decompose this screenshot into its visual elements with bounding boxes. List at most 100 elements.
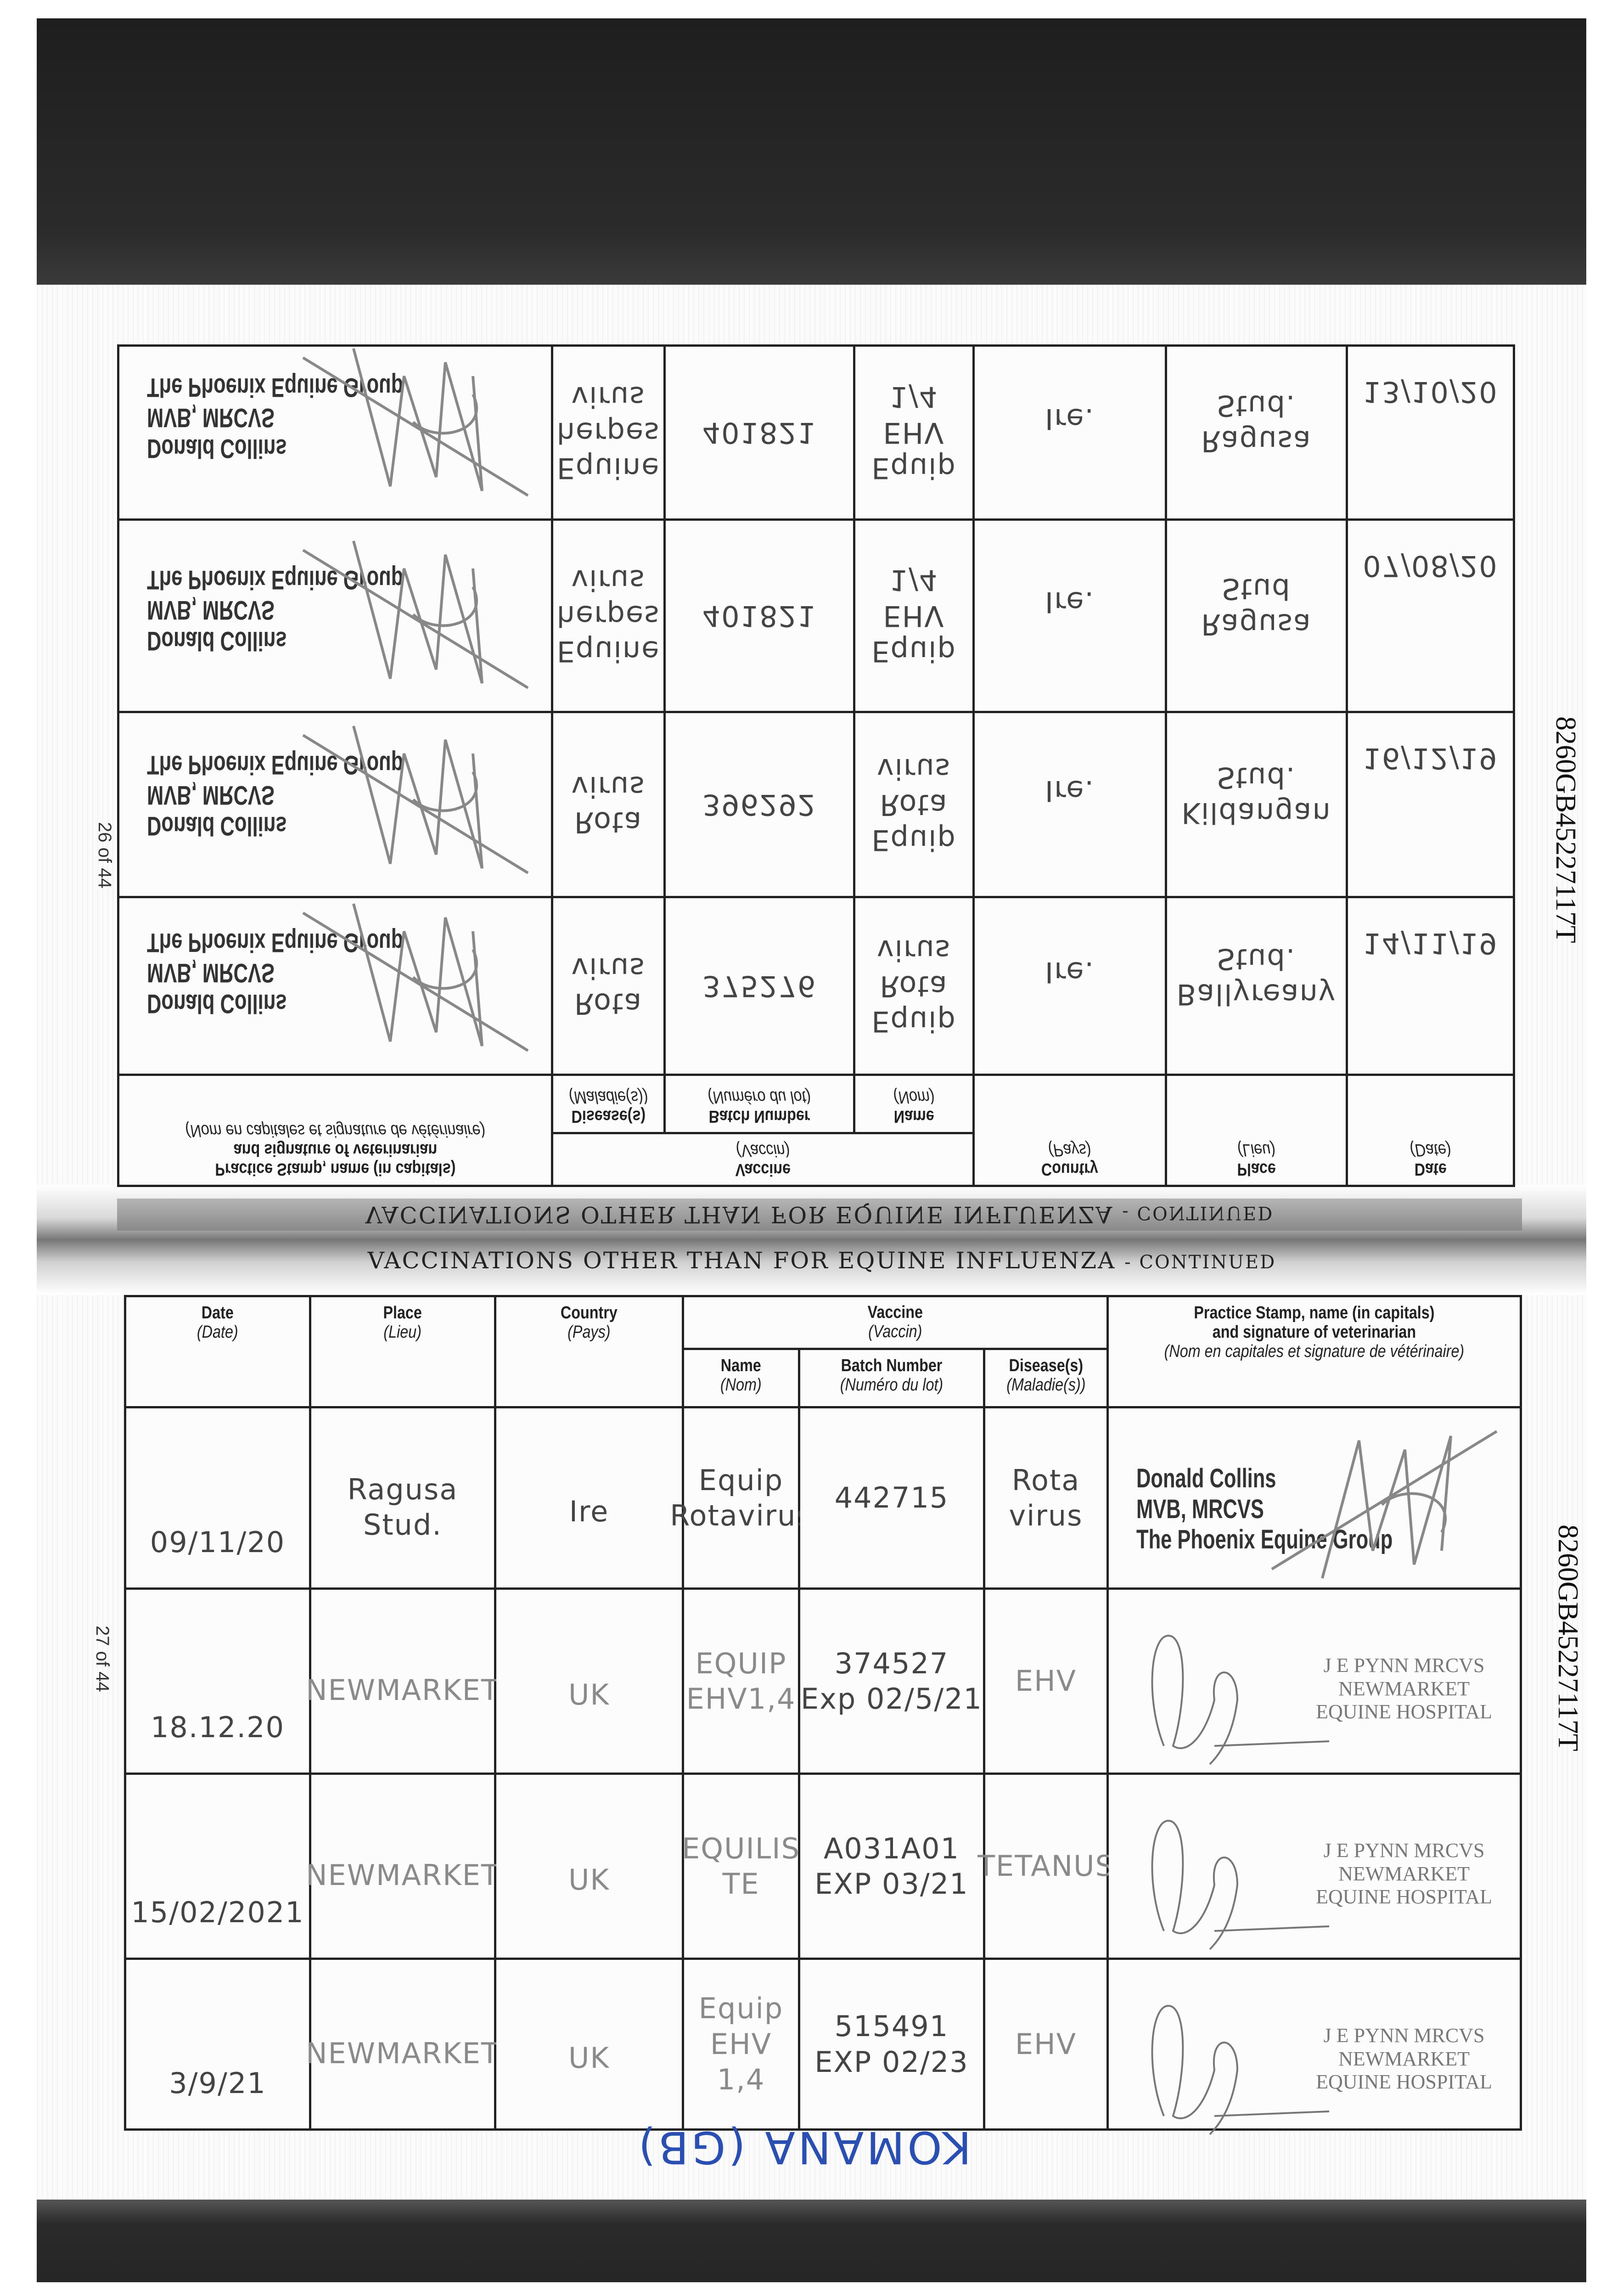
signature <box>1151 1634 1330 1765</box>
header-stamp: Practice Stamp, name (in capitals) and si… <box>1109 1297 1520 1406</box>
name-line: 1,4 <box>717 2063 765 2097</box>
cell-place: Kildangan Stud. <box>1167 713 1346 896</box>
header-place-label: Place <box>1237 1159 1276 1179</box>
country-value: UK <box>568 1678 610 1712</box>
place-line: NEWMARKET <box>306 1673 500 1707</box>
date-value: 15/02/2021 <box>131 1895 304 1929</box>
header-country-label: Country <box>1041 1159 1098 1179</box>
batch-line: Exp 02/5/21 <box>801 1682 983 1716</box>
place-line: NEWMARKET <box>306 1858 500 1892</box>
batch-value: 442715 <box>835 1480 949 1516</box>
cell-disease: Equine herpes virus <box>553 521 663 711</box>
country-value: Ire. <box>1045 585 1095 619</box>
page-number-left: 26 of 44 <box>95 822 115 889</box>
disease-value: Rota virus <box>571 769 645 840</box>
name-value: Equip EHV 1/4 <box>871 379 956 486</box>
cell-place: Ballyreany Stud. <box>1167 898 1346 1074</box>
header-name-label: Name <box>893 1107 934 1126</box>
disease-value: Equine herpes virus <box>557 379 660 486</box>
cell-batch: 374527 Exp 02/5/21 <box>800 1590 983 1773</box>
stamp-line: NEWMARKET <box>1338 1677 1470 1700</box>
header-date-text: Date (Date) <box>197 1303 238 1342</box>
stamp-line: The Phoenix Equine Group <box>1136 1525 1393 1555</box>
date-value: 09/11/20 <box>150 1525 286 1559</box>
batch-line: EXP 03/21 <box>814 1867 969 1901</box>
name-line: EHV <box>883 416 945 450</box>
stamp-line: MVB, MRCVS <box>1136 1494 1264 1524</box>
cell-name: EQUILIS TE <box>682 1775 799 1958</box>
header-country-text: Country (Pays) <box>1041 1140 1098 1179</box>
place-value: Ragusa Stud <box>1201 571 1312 642</box>
cell-date: 16/12/19 <box>1348 713 1513 896</box>
header-stamp-label: Practice Stamp, name (in capitals) <box>214 1159 456 1179</box>
scanner-dark-margin-top <box>37 18 1586 285</box>
header-disease-label: Disease(s) <box>571 1107 646 1126</box>
batch-value: A031A01 EXP 03/21 <box>814 1831 968 1902</box>
practice-stamp: J E PYNN MRCVS NEWMARKET EQUINE HOSPITAL <box>1316 2024 1492 2094</box>
cell-disease: Rota virus <box>553 898 663 1074</box>
disease-line: virus <box>571 380 646 414</box>
cell-batch: 442715 <box>800 1408 983 1587</box>
name-line: Equip <box>698 1463 784 1497</box>
header-vaccine-label-fr: (Vaccin) <box>736 1141 790 1160</box>
date-value: 18.12.20 <box>150 1710 285 1744</box>
header-date: Date (Date) <box>1348 1076 1513 1185</box>
header-place-text: Place (Lieu) <box>1237 1140 1276 1179</box>
header-date-label: Date <box>201 1303 234 1322</box>
header-vaccine-label: Vaccine <box>867 1303 923 1322</box>
header-batch-label: Batch Number <box>841 1356 943 1375</box>
name-line: Equip <box>871 451 956 485</box>
scanner-dark-margin-bottom <box>37 2200 1586 2282</box>
header-vaccine-text: Vaccine (Vaccin) <box>735 1140 790 1179</box>
cell-country: UK <box>496 1775 682 1958</box>
cell-date: 14/11/19 <box>1348 898 1513 1074</box>
header-country: Country (Pays) <box>975 1076 1165 1185</box>
horse-id-right: 8260GB45227117T <box>1552 1525 1584 1751</box>
place-value: Ballyreany Stud. <box>1177 941 1337 1013</box>
cell-country: UK <box>496 1590 682 1773</box>
disease-line: Equine <box>556 635 660 669</box>
cell-place: NEWMARKET <box>306 1775 499 1958</box>
header-place-label: Place <box>383 1303 422 1322</box>
cell-country: Ire. <box>975 713 1165 896</box>
header-batch-text: Batch Number (Numéro du lot) <box>840 1356 943 1395</box>
name-line: Rotavirus <box>670 1499 812 1532</box>
place-line: Ballyreany <box>1176 978 1337 1012</box>
cell-place: NEWMARKET <box>306 1590 499 1773</box>
header-disease-label-fr: (Maladie(s)) <box>1006 1375 1086 1395</box>
place-line: Kildangan <box>1181 796 1331 830</box>
cell-stamp: Donald Collins MVB, MRCVS The Phoenix Equi… <box>1109 1408 1520 1587</box>
disease-line: virus <box>1009 1499 1083 1532</box>
cell-batch: 515491 EXP 02/23 <box>800 1960 983 2128</box>
stamp-line: NEWMARKET <box>1338 1862 1470 1885</box>
cell-name: Equip EHV 1/4 <box>855 347 972 518</box>
header-place-label-fr: (Lieu) <box>1237 1140 1275 1160</box>
cell-stamp: Donald Collins MVB, MRCVS The Phoenix Equi… <box>119 713 551 896</box>
name-line: 1/4 <box>889 563 938 597</box>
signature <box>302 348 529 497</box>
disease-line: TETANUS <box>977 1849 1114 1883</box>
place-value: Ragusa Stud. <box>348 1472 458 1543</box>
stamp-line: J E PYNN MRCVS <box>1323 1839 1485 1862</box>
header-name-text: Name (Nom) <box>893 1087 935 1126</box>
place-line: Ragusa <box>347 1472 458 1506</box>
header-name-label-fr: (Nom) <box>893 1087 935 1107</box>
header-stamp-label-fr: (Nom en capitales et signature de vétéri… <box>1164 1341 1465 1361</box>
practice-stamp: J E PYNN MRCVS NEWMARKET EQUINE HOSPITAL <box>1316 1839 1492 1909</box>
country-value: UK <box>568 1863 610 1897</box>
vaccination-table-left: Date (Date) Place (Lieu) Country (Pays) Vaccin… <box>117 344 1515 1187</box>
disease-line: herpes <box>556 599 660 633</box>
cell-date: 13/10/20 <box>1348 347 1513 518</box>
place-line: Ragusa <box>1201 608 1312 642</box>
left-page-mirrored: VACCINATIONS OTHER THAN FOR EQUINE INFLU… <box>117 344 1522 1231</box>
batch-line: 396292 <box>702 788 817 822</box>
header-batch-label: Batch Number <box>708 1107 810 1126</box>
header-stamp-label: Practice Stamp, name (in capitals) <box>1194 1303 1435 1322</box>
disease-value: TETANUS <box>977 1848 1114 1884</box>
header-stamp: Practice Stamp, name (in capitals) and si… <box>119 1076 551 1185</box>
header-date-text: Date (Date) <box>1410 1140 1451 1179</box>
cell-country: Ire <box>496 1408 682 1587</box>
